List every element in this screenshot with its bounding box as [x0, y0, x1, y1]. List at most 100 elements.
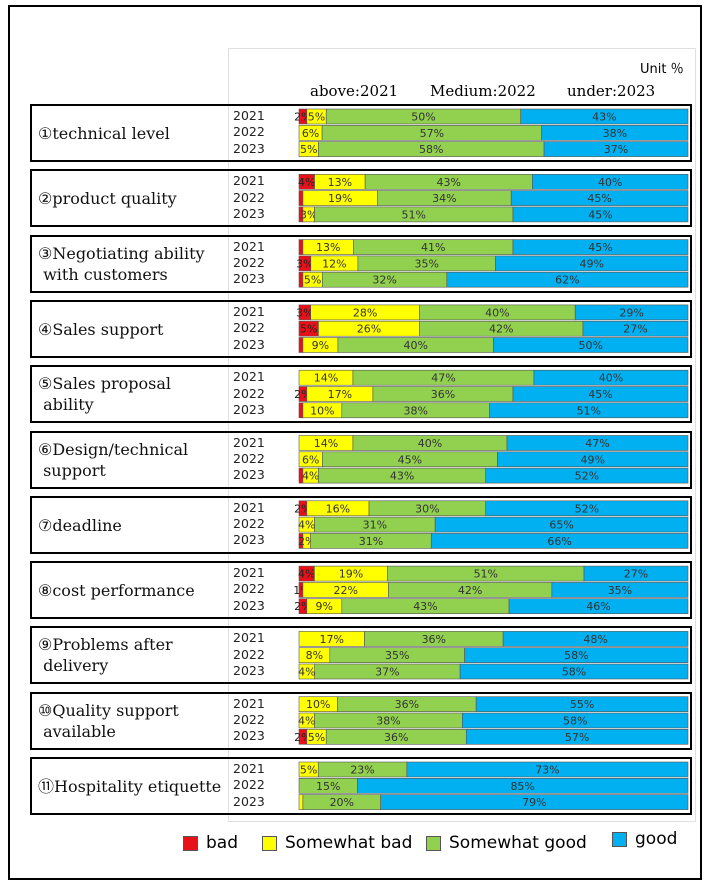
- legend-label-good: good: [635, 829, 678, 849]
- bar-segment: [380, 794, 689, 810]
- data-label: 5%: [308, 111, 325, 124]
- bar-segment: [464, 647, 689, 664]
- data-label: 3%: [296, 306, 313, 319]
- data-label: 36%: [422, 633, 446, 646]
- year-note-above: above:2021: [310, 82, 399, 100]
- group-label: ⑥Design/technical support: [38, 439, 189, 480]
- data-label: 12%: [322, 257, 346, 270]
- data-label: 4%: [298, 519, 315, 532]
- data-label: 41%: [421, 241, 445, 254]
- data-label: 40%: [598, 176, 622, 189]
- data-label: 31%: [363, 519, 387, 532]
- year-label: 2021: [233, 303, 265, 319]
- group-box: [30, 495, 692, 554]
- bar-segment: [582, 320, 689, 337]
- data-label: 45%: [588, 388, 612, 401]
- year-label: 2021: [233, 499, 265, 515]
- year-label: 2023: [233, 467, 265, 483]
- data-label: 32%: [372, 274, 396, 287]
- data-label: 47%: [431, 372, 455, 385]
- bar-segment: [495, 255, 689, 272]
- year-label: 2022: [233, 646, 265, 662]
- bar-segment: [512, 206, 689, 223]
- data-label: 57%: [565, 731, 589, 744]
- year-note-under: under:2023: [567, 82, 656, 100]
- group-box: [30, 626, 692, 685]
- group-label: ⑨Problems after delivery: [38, 635, 173, 676]
- bar-segment: [497, 451, 689, 468]
- bar-segment: [493, 337, 689, 353]
- group-label: ④Sales support: [38, 319, 164, 339]
- data-label: 50%: [579, 339, 603, 352]
- bar-segment: [532, 174, 689, 190]
- bar-segment: [512, 386, 689, 402]
- data-label: 65%: [549, 519, 573, 532]
- year-label: 2022: [233, 581, 265, 597]
- legend-swatch-somewhat-bad: [262, 835, 277, 851]
- data-label: 40%: [403, 339, 427, 352]
- data-label: 3%: [296, 257, 313, 270]
- data-label: 49%: [580, 453, 604, 466]
- data-label: 38%: [403, 404, 427, 417]
- data-label: 43%: [592, 111, 616, 124]
- year-label: 2022: [233, 450, 265, 466]
- bar-segment: [298, 794, 304, 810]
- bar-segment: [462, 712, 689, 729]
- data-label: 73%: [535, 764, 559, 777]
- data-label: 27%: [624, 568, 648, 581]
- data-label: 31%: [359, 535, 383, 548]
- bar-segment: [446, 271, 689, 288]
- bar-segment: [298, 337, 304, 353]
- data-label: 85%: [510, 780, 534, 793]
- data-label: 5%: [300, 323, 317, 336]
- year-label: 2022: [233, 777, 265, 793]
- year-label: 2021: [233, 238, 265, 254]
- bar-segment: [406, 761, 689, 778]
- data-label: 13%: [316, 241, 340, 254]
- data-label: 5%: [300, 764, 317, 777]
- year-label: 2021: [233, 761, 265, 776]
- data-label: 45%: [398, 453, 422, 466]
- data-label: 22%: [333, 584, 357, 597]
- data-label: 38%: [603, 127, 627, 140]
- data-label: 58%: [419, 143, 443, 156]
- data-label: 43%: [390, 470, 414, 483]
- bar-segment: [485, 467, 689, 484]
- group-box: [30, 365, 692, 424]
- bar-segment: [465, 728, 689, 745]
- year-label: 2022: [233, 320, 265, 336]
- year-label: 2022: [233, 712, 265, 727]
- data-label: 36%: [431, 388, 455, 401]
- data-label: 19%: [328, 192, 352, 205]
- bar-segment: [459, 663, 689, 680]
- year-label: 2023: [233, 663, 265, 678]
- bar-segment: [533, 369, 689, 386]
- data-label: 19%: [339, 568, 363, 581]
- bar-segment: [475, 696, 689, 713]
- bar-segment: [510, 190, 689, 206]
- group-label: ⑧cost performance: [38, 581, 195, 601]
- year-label: 2023: [233, 597, 265, 613]
- year-label: 2023: [233, 205, 265, 221]
- data-label: 35%: [608, 584, 632, 597]
- legend-swatch-good: [612, 831, 627, 847]
- group-box: [30, 561, 692, 620]
- bar-segment: [541, 125, 689, 141]
- group-label: ⑤Sales proposal ability: [38, 374, 171, 415]
- group-box: [30, 757, 692, 815]
- data-label: 15%: [316, 780, 340, 793]
- year-label: 2021: [233, 630, 265, 646]
- data-label: 23%: [350, 764, 374, 777]
- bar-segment: [508, 598, 689, 615]
- data-label: 45%: [588, 241, 612, 254]
- group-label: ①technical level: [38, 124, 170, 143]
- legend-label-bad: bad: [206, 833, 238, 853]
- data-label: 36%: [395, 698, 419, 711]
- year-label: 2023: [233, 140, 265, 156]
- year-label: 2023: [233, 532, 265, 548]
- data-label: 5%: [304, 274, 321, 287]
- data-label: 30%: [415, 502, 439, 515]
- legend-item-good: good: [612, 829, 677, 849]
- year-label: 2022: [233, 516, 265, 532]
- group-label: ②product quality: [38, 189, 177, 209]
